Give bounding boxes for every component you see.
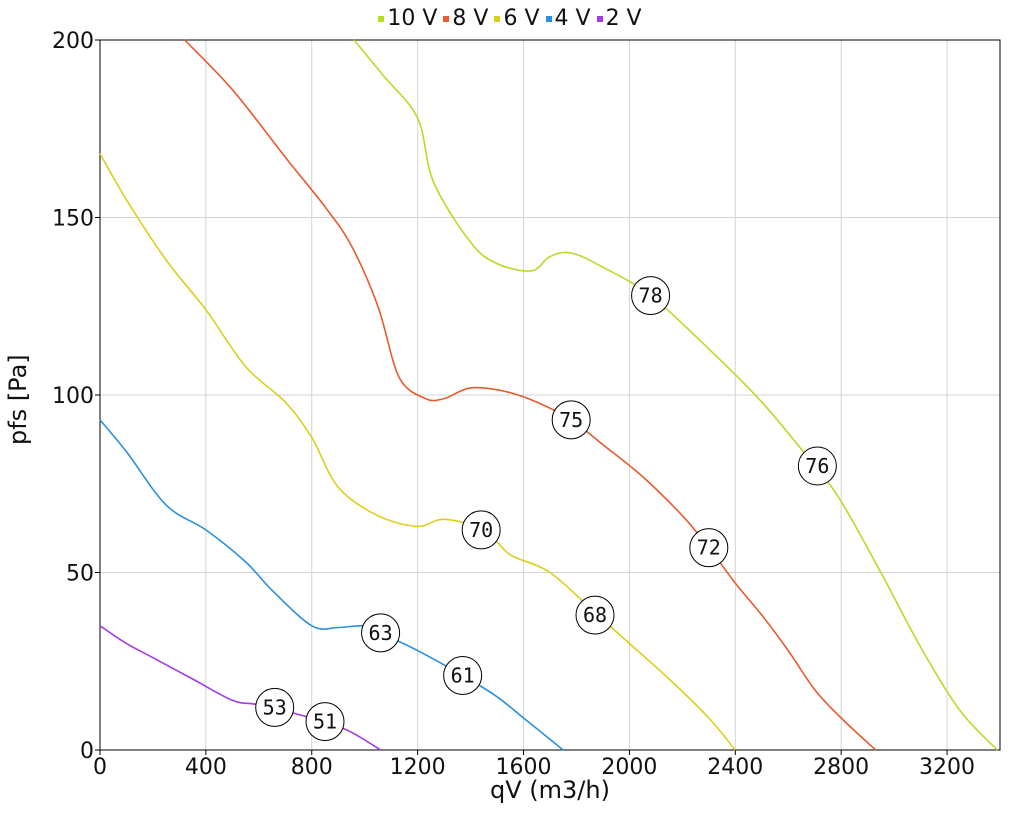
legend-label: 2 V xyxy=(605,6,642,31)
y-axis-ticks: 0 50 100 150 200 xyxy=(52,29,100,764)
x-tick-label: 1600 xyxy=(496,755,552,780)
y-tick-label: 150 xyxy=(52,207,94,232)
legend-label: 4 V xyxy=(554,6,591,31)
legend-swatch xyxy=(596,15,603,22)
marker-label: 68 xyxy=(583,603,607,627)
grid xyxy=(99,39,1000,751)
marker-circle xyxy=(361,613,401,653)
legend-swatch xyxy=(545,15,552,22)
marker-circle xyxy=(551,400,591,440)
y-tick-label: 0 xyxy=(80,739,94,764)
legend-item: 6 V xyxy=(494,6,540,31)
y-tick-label: 200 xyxy=(52,29,94,54)
legend-swatch xyxy=(443,15,450,22)
x-tick-label: 0 xyxy=(93,755,107,780)
marker-circle xyxy=(575,595,615,635)
x-tick-label: 2800 xyxy=(813,755,869,780)
marker-label: 78 xyxy=(639,284,663,308)
marker-circle xyxy=(631,276,671,316)
marker-label: 76 xyxy=(805,454,829,478)
series-line xyxy=(184,39,877,751)
legend-label: 6 V xyxy=(503,6,540,31)
x-tick-label: 3200 xyxy=(919,755,975,780)
y-axis-label: pfs [Pa] xyxy=(4,354,32,445)
marker-circle xyxy=(797,446,837,486)
legend-swatch xyxy=(494,15,501,22)
series-line xyxy=(99,153,736,751)
marker-circle xyxy=(461,510,501,550)
legend-swatch xyxy=(378,15,385,22)
x-tick-label: 2400 xyxy=(707,755,763,780)
marker-circle xyxy=(305,702,345,742)
marker-label: 75 xyxy=(559,408,583,432)
marker-circle xyxy=(255,687,295,727)
legend-label: 8 V xyxy=(452,6,489,31)
legend-item: 2 V xyxy=(596,6,642,31)
marker-circle xyxy=(443,655,483,695)
marker-label: 51 xyxy=(313,710,337,734)
marker-circle xyxy=(689,528,729,568)
x-tick-label: 800 xyxy=(291,755,333,780)
marker-label: 61 xyxy=(451,663,475,687)
series-markers: 78 76 75 72 70 68 63 61 53 51 xyxy=(255,276,837,742)
legend-item: 4 V xyxy=(545,6,591,31)
legend-label: 10 V xyxy=(387,6,438,31)
legend-item: 10 V xyxy=(378,6,437,31)
x-tick-label: 2000 xyxy=(601,755,657,780)
x-axis-label: qV (m3/h) xyxy=(490,776,610,804)
marker-label: 70 xyxy=(469,518,493,542)
y-tick-label: 100 xyxy=(52,384,94,409)
x-tick-label: 1200 xyxy=(390,755,446,780)
x-axis-ticks: 0 400 800 1200 1600 2000 2400 2800 3200 xyxy=(93,750,975,780)
series-line xyxy=(99,419,564,751)
marker-label: 63 xyxy=(369,621,393,645)
x-tick-label: 400 xyxy=(185,755,227,780)
legend: 10 V 8 V 6 V 4 V 2 V xyxy=(0,6,1020,31)
series-line xyxy=(353,39,998,751)
legend-item: 8 V xyxy=(443,6,488,31)
marker-label: 53 xyxy=(263,695,287,719)
marker-label: 72 xyxy=(697,536,721,560)
y-tick-label: 50 xyxy=(66,562,94,587)
